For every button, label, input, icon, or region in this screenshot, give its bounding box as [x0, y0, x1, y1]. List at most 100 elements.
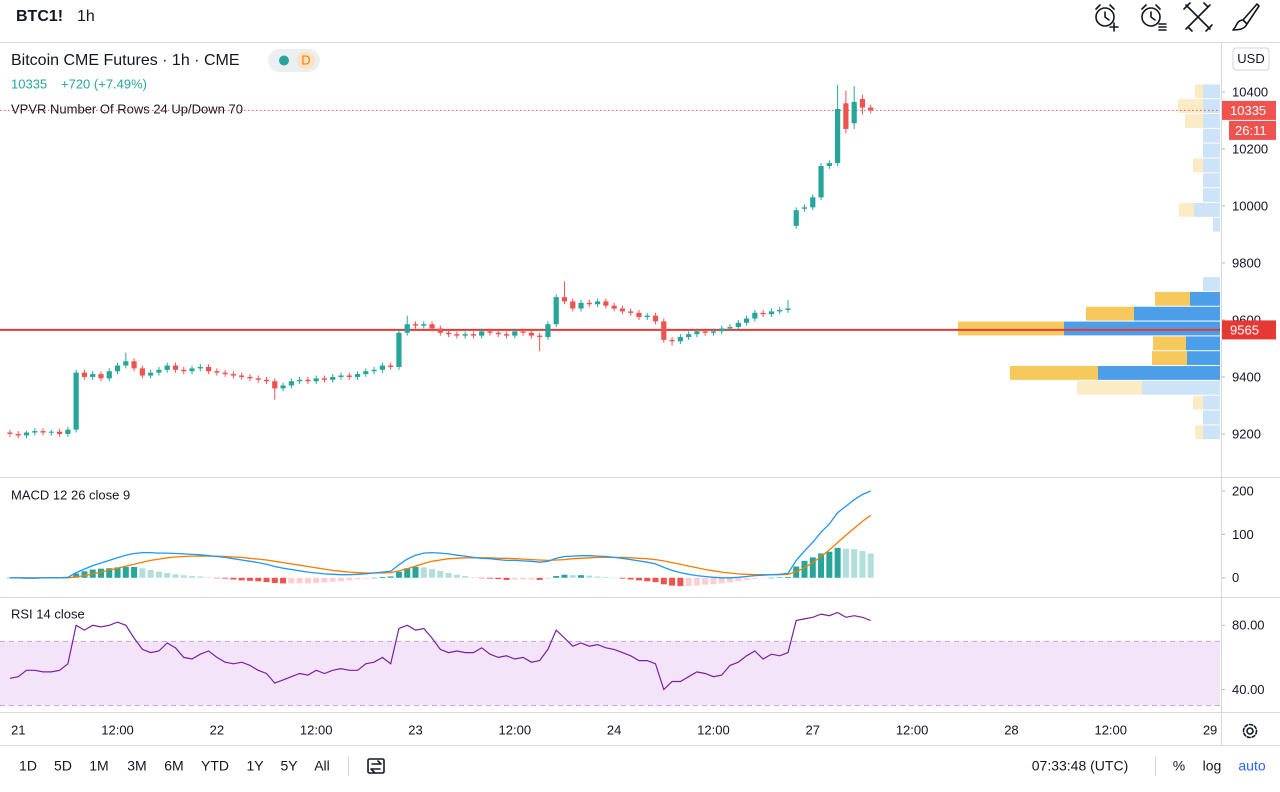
candle-body [537, 335, 543, 338]
macd-histogram-bar [470, 577, 477, 578]
brush-icon[interactable] [1232, 3, 1260, 31]
volume-down-bar [1178, 99, 1203, 114]
macd-histogram-bar [362, 577, 369, 579]
auto-toggle[interactable]: auto [1238, 758, 1265, 774]
range-button[interactable]: 1D [19, 758, 37, 774]
macd-histogram-bar [602, 576, 609, 578]
candle-body [214, 371, 220, 373]
symbol[interactable]: BTC1! [16, 8, 63, 25]
range-button[interactable]: 3M [127, 758, 146, 774]
percent-toggle[interactable]: % [1173, 758, 1185, 774]
candle-body [421, 324, 427, 326]
alarm-list-icon[interactable] [1141, 4, 1167, 31]
macd-histogram-bar [660, 577, 667, 585]
candle-body [743, 318, 750, 323]
macd-histogram-bar [644, 577, 651, 582]
macd-histogram-bar [338, 577, 345, 582]
macd-histogram-bar [867, 553, 874, 578]
y-tick-label: 9400 [1232, 369, 1261, 384]
macd-histogram-bar [503, 577, 510, 580]
macd-histogram-bar [197, 576, 204, 578]
compare-icon[interactable] [367, 758, 385, 774]
range-button[interactable]: 1Y [246, 758, 264, 774]
badge-text: D [301, 52, 310, 67]
macd-histogram-bar [669, 577, 676, 586]
macd-histogram-bar [238, 577, 245, 581]
indicator-title: RSI 14 close [11, 606, 85, 621]
volume-up-bar [1190, 291, 1220, 306]
market-status-dot [279, 55, 289, 66]
candle-body [263, 379, 270, 382]
candle-body [528, 332, 534, 336]
volume-up-bar [1213, 217, 1220, 232]
macd-histogram-bar [784, 576, 791, 578]
candle-body [404, 324, 410, 333]
macd-histogram-bar [329, 577, 336, 582]
clock[interactable]: 07:33:48 (UTC) [1032, 758, 1128, 774]
currency[interactable]: USD [1237, 51, 1264, 66]
candle-body [652, 315, 659, 322]
volume-down-bar [1152, 351, 1187, 366]
candle-body [106, 371, 112, 379]
candle-body [181, 369, 187, 372]
macd-histogram-bar [429, 569, 436, 578]
macd-histogram-bar [106, 568, 113, 578]
price-label-box [1222, 100, 1276, 120]
range-button[interactable]: 5D [54, 758, 72, 774]
macd-histogram-bar [271, 577, 278, 583]
range-button[interactable]: YTD [201, 758, 229, 774]
macd-histogram-bar [462, 576, 469, 578]
range-button[interactable]: 1M [89, 758, 108, 774]
macd-histogram-bar [213, 577, 220, 579]
candle-body [570, 301, 576, 309]
macd-histogram-bar [685, 577, 692, 587]
x-tick-label: 23 [408, 722, 422, 737]
candle-body [603, 301, 609, 306]
candle-body [727, 327, 733, 329]
x-tick-label: 21 [11, 722, 25, 737]
candle-body [793, 210, 799, 226]
candle-body [851, 101, 857, 124]
candle-body [810, 197, 816, 208]
macd-histogram-bar [586, 575, 593, 578]
candle-body [230, 374, 237, 376]
range-button[interactable]: 5Y [280, 758, 298, 774]
macd-histogram-bar [801, 560, 808, 578]
candle-body [462, 334, 468, 336]
macd-histogram-bar [652, 577, 659, 583]
log-toggle[interactable]: log [1203, 758, 1222, 774]
macd-histogram-bar [263, 577, 270, 583]
candle-body [363, 371, 369, 375]
macd-histogram-bar [280, 577, 287, 584]
price-label: 9565 [1230, 322, 1259, 337]
x-tick-label: 12:00 [101, 722, 134, 737]
currency-box[interactable] [1232, 47, 1270, 71]
y-tick-label: 9200 [1232, 426, 1261, 441]
candle-body [686, 334, 692, 338]
candle-body [247, 376, 253, 379]
candle-body [40, 431, 46, 433]
candle-body [131, 361, 137, 369]
candle-body [719, 328, 725, 332]
volume-down-bar [1195, 425, 1203, 440]
candle-body [222, 372, 228, 375]
macd-histogram-bar [619, 577, 626, 579]
macd-histogram-bar [296, 577, 303, 584]
interval[interactable]: 1h [77, 8, 95, 25]
candle-body [694, 331, 700, 335]
alarm-add-icon[interactable] [1095, 4, 1119, 32]
range-button[interactable]: All [314, 758, 330, 774]
candle-body [512, 331, 518, 336]
macd-histogram-bar [569, 575, 576, 578]
x-tick-label: 12:00 [499, 722, 532, 737]
settings-gear[interactable] [1242, 723, 1258, 739]
range-button[interactable]: 6M [164, 758, 183, 774]
candle-body [644, 315, 650, 318]
y-tick-label: 10400 [1232, 84, 1268, 99]
candle-body [114, 365, 121, 372]
drawing-tools-icon[interactable] [1183, 2, 1213, 32]
candle-body [661, 321, 667, 340]
candle-body [379, 365, 385, 370]
candle-body [586, 302, 592, 305]
